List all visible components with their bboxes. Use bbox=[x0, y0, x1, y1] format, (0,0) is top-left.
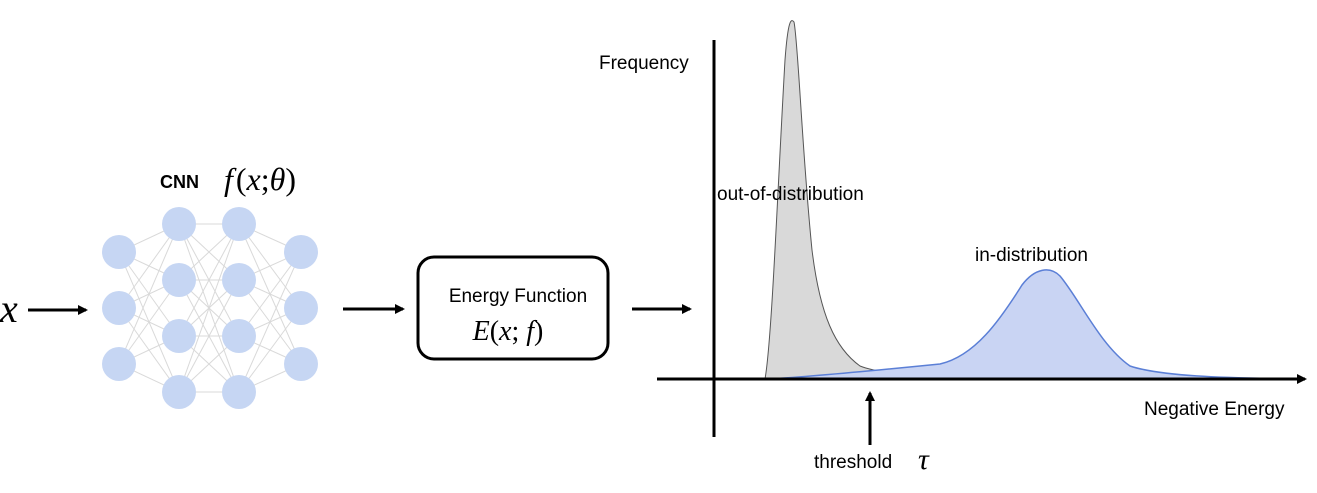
network-node-layer-2 bbox=[162, 263, 196, 297]
energy-function-title: Energy Function bbox=[449, 286, 587, 307]
input-symbol: x bbox=[0, 286, 18, 331]
formula-separator: ; bbox=[261, 161, 270, 197]
energy-formula-x: x bbox=[498, 316, 512, 347]
network-formula: f(x;θ) bbox=[224, 161, 296, 197]
network-node-layer-2 bbox=[162, 319, 196, 353]
network-node-layer-3 bbox=[222, 319, 256, 353]
network-node-layer-3 bbox=[222, 207, 256, 241]
threshold-label: threshold bbox=[814, 452, 892, 473]
energy-formula-E: E bbox=[472, 316, 490, 347]
network-edge bbox=[238, 307, 302, 393]
energy-function-formula: E(x; f) bbox=[472, 316, 544, 347]
network-edge bbox=[118, 223, 180, 365]
network-node-layer-3 bbox=[222, 263, 256, 297]
cnn-network bbox=[102, 207, 318, 409]
energy-formula-separator: ; bbox=[511, 316, 526, 347]
y-axis-label: Frequency bbox=[599, 53, 689, 74]
network-edge bbox=[178, 223, 240, 337]
ood-distribution-curve bbox=[764, 20, 1001, 380]
formula-theta: θ bbox=[270, 161, 286, 197]
energy-formula-f: f bbox=[526, 316, 537, 347]
energy-formula-close-paren: ) bbox=[534, 316, 543, 347]
formula-close-paren: ) bbox=[285, 161, 296, 197]
network-node-layer-3 bbox=[222, 375, 256, 409]
network-node-layer-2 bbox=[162, 207, 196, 241]
network-node-layer-1 bbox=[102, 291, 136, 325]
energy-function-box bbox=[416, 255, 610, 361]
network-edge bbox=[178, 279, 240, 393]
network-node-layer-4 bbox=[284, 235, 318, 269]
network-edge bbox=[118, 223, 180, 309]
ood-label: out-of-distribution bbox=[717, 184, 864, 205]
energy-formula-open-paren: ( bbox=[490, 316, 499, 347]
network-node-layer-1 bbox=[102, 347, 136, 381]
energy-distribution-plot: Frequency Negative Energy out-of-distrib… bbox=[599, 20, 1307, 476]
id-label: in-distribution bbox=[975, 245, 1088, 266]
network-edge bbox=[238, 251, 302, 393]
formula-open-paren: ( bbox=[236, 161, 247, 197]
network-node-layer-4 bbox=[284, 291, 318, 325]
network-node-layer-1 bbox=[102, 235, 136, 269]
network-edges bbox=[118, 223, 302, 393]
network-node-layer-4 bbox=[284, 347, 318, 381]
x-axis-label: Negative Energy bbox=[1144, 399, 1285, 420]
formula-x: x bbox=[246, 161, 261, 197]
cnn-label: CNN bbox=[160, 172, 199, 192]
network-node-layer-2 bbox=[162, 375, 196, 409]
id-distribution-curve bbox=[769, 269, 1301, 380]
network-edge bbox=[118, 279, 180, 365]
network-nodes bbox=[102, 207, 318, 409]
network-edge bbox=[178, 223, 240, 393]
network-edge bbox=[238, 251, 302, 337]
threshold-symbol: τ bbox=[918, 443, 930, 476]
